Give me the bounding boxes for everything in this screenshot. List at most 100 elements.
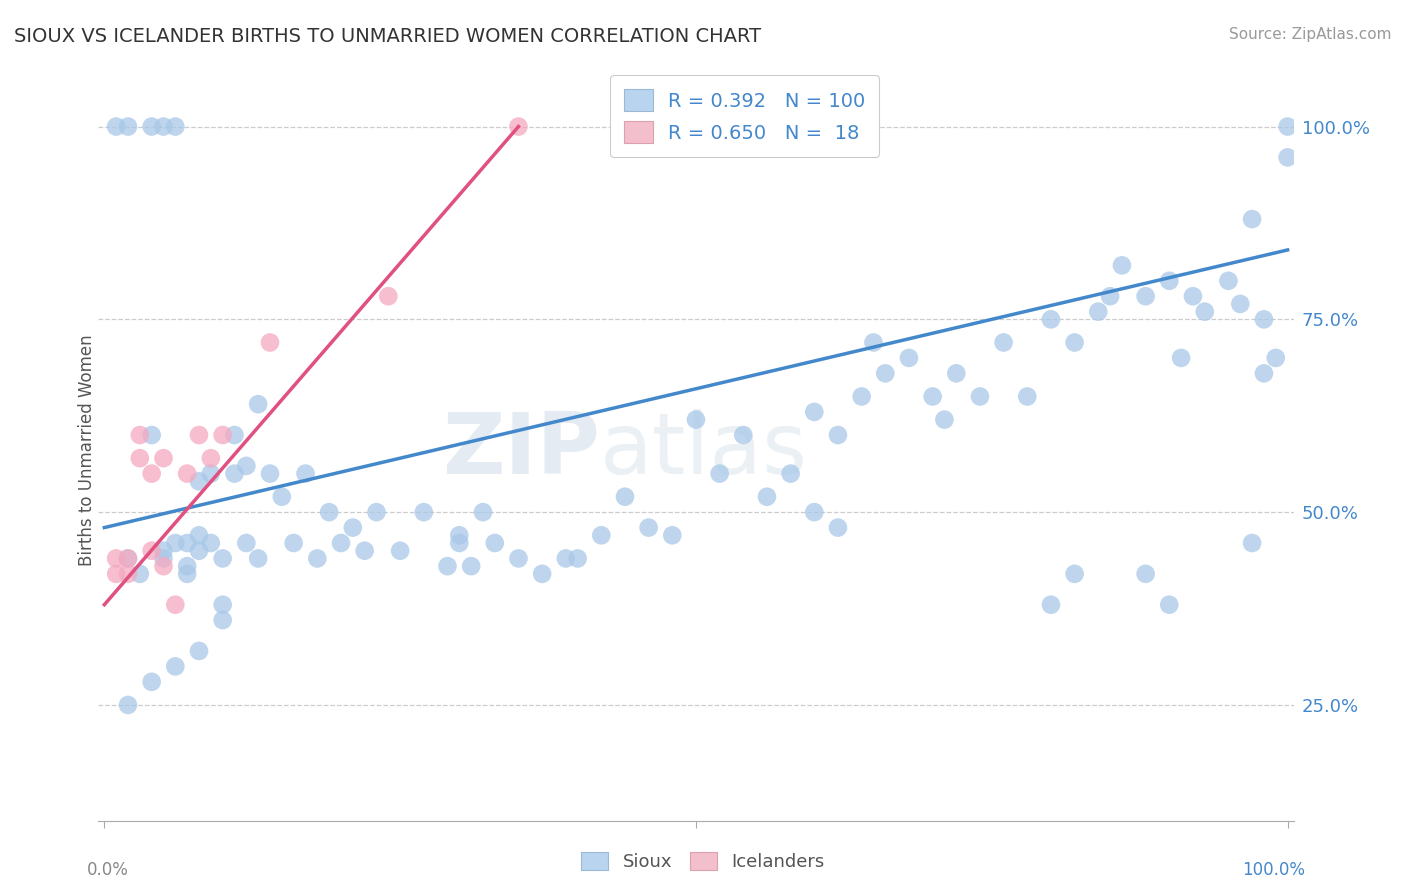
- Text: Source: ZipAtlas.com: Source: ZipAtlas.com: [1229, 27, 1392, 42]
- Point: [128, 428, 150, 442]
- Point: [176, 536, 198, 550]
- Point: [152, 559, 174, 574]
- Point: [1218, 274, 1240, 288]
- Point: [1241, 212, 1264, 227]
- Point: [235, 536, 257, 550]
- Point: [128, 566, 150, 581]
- Point: [449, 536, 471, 550]
- Point: [554, 551, 576, 566]
- Point: [567, 551, 589, 566]
- Point: [283, 536, 305, 550]
- Point: [614, 490, 637, 504]
- Point: [330, 536, 353, 550]
- Point: [412, 505, 434, 519]
- Point: [117, 698, 139, 712]
- Point: [1181, 289, 1204, 303]
- Point: [803, 505, 825, 519]
- Point: [105, 566, 128, 581]
- Point: [508, 120, 530, 134]
- Point: [211, 613, 233, 627]
- Point: [1159, 274, 1181, 288]
- Point: [165, 536, 187, 550]
- Point: [105, 551, 128, 566]
- Text: atlas: atlas: [600, 409, 808, 492]
- Point: [200, 451, 222, 466]
- Point: [1063, 566, 1085, 581]
- Point: [200, 467, 222, 481]
- Point: [1111, 259, 1133, 273]
- Point: [318, 505, 340, 519]
- Point: [211, 551, 233, 566]
- Point: [851, 389, 873, 403]
- Point: [270, 490, 292, 504]
- Point: [224, 467, 246, 481]
- Point: [152, 543, 174, 558]
- Point: [294, 467, 316, 481]
- Point: [921, 389, 943, 403]
- Point: [200, 536, 222, 550]
- Point: [472, 505, 495, 519]
- Text: SIOUX VS ICELANDER BIRTHS TO UNMARRIED WOMEN CORRELATION CHART: SIOUX VS ICELANDER BIRTHS TO UNMARRIED W…: [14, 27, 761, 45]
- Point: [235, 458, 257, 473]
- Point: [188, 644, 211, 658]
- Legend: Sioux, Icelanders: Sioux, Icelanders: [574, 845, 832, 879]
- Point: [211, 598, 233, 612]
- Point: [259, 335, 281, 350]
- Point: [176, 559, 198, 574]
- Point: [152, 120, 174, 134]
- Point: [934, 412, 956, 426]
- Point: [661, 528, 683, 542]
- Y-axis label: Births to Unmarried Women: Births to Unmarried Women: [79, 334, 96, 566]
- Point: [188, 528, 211, 542]
- Point: [1017, 389, 1039, 403]
- Point: [591, 528, 613, 542]
- Point: [827, 428, 849, 442]
- Point: [176, 467, 198, 481]
- Point: [141, 467, 163, 481]
- Point: [117, 551, 139, 566]
- Point: [1063, 335, 1085, 350]
- Point: [709, 467, 731, 481]
- Point: [141, 543, 163, 558]
- Point: [105, 120, 128, 134]
- Point: [969, 389, 991, 403]
- Point: [353, 543, 375, 558]
- Point: [1087, 304, 1109, 318]
- Point: [993, 335, 1015, 350]
- Point: [733, 428, 755, 442]
- Point: [117, 566, 139, 581]
- Point: [1241, 536, 1264, 550]
- Point: [1229, 297, 1251, 311]
- Point: [188, 475, 211, 489]
- Legend: R = 0.392   N = 100, R = 0.650   N =  18: R = 0.392 N = 100, R = 0.650 N = 18: [610, 75, 879, 157]
- Point: [508, 551, 530, 566]
- Point: [377, 289, 399, 303]
- Text: 100.0%: 100.0%: [1243, 862, 1306, 880]
- Point: [436, 559, 458, 574]
- Point: [259, 467, 281, 481]
- Point: [1039, 598, 1062, 612]
- Point: [1253, 312, 1275, 326]
- Point: [141, 674, 163, 689]
- Point: [1099, 289, 1122, 303]
- Point: [247, 551, 270, 566]
- Point: [117, 551, 139, 566]
- Point: [1039, 312, 1062, 326]
- Point: [637, 520, 659, 534]
- Point: [141, 120, 163, 134]
- Point: [1277, 150, 1299, 164]
- Point: [188, 428, 211, 442]
- Text: ZIP: ZIP: [443, 409, 600, 492]
- Point: [803, 405, 825, 419]
- Point: [1159, 598, 1181, 612]
- Point: [247, 397, 270, 411]
- Point: [897, 351, 920, 365]
- Point: [1194, 304, 1216, 318]
- Point: [531, 566, 554, 581]
- Point: [165, 120, 187, 134]
- Point: [366, 505, 388, 519]
- Point: [827, 520, 849, 534]
- Point: [755, 490, 778, 504]
- Point: [152, 451, 174, 466]
- Point: [165, 598, 187, 612]
